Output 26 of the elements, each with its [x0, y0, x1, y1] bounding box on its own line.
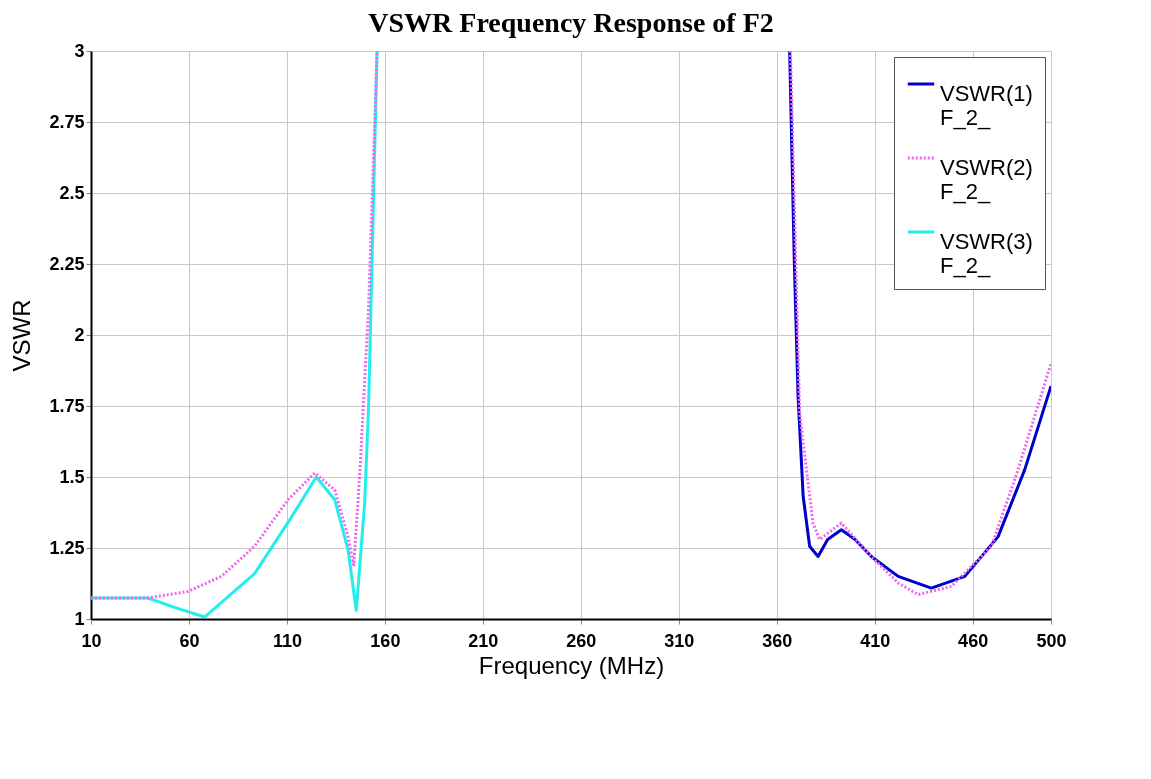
y-tick-label: 2.5	[59, 182, 85, 203]
y-axis-title: VSWR	[8, 299, 36, 372]
x-tick-label: 210	[468, 630, 499, 651]
x-axis-title: Frequency (MHz)	[478, 651, 665, 679]
y-tick-label: 3	[74, 40, 85, 61]
x-tick-label: 460	[958, 630, 989, 651]
x-tick-label: 310	[664, 630, 695, 651]
y-tick-label: 2.75	[49, 111, 85, 132]
y-tick-label: 1	[74, 608, 85, 629]
y-tick-label: 1.75	[49, 395, 85, 416]
x-tick-label: 10	[81, 630, 102, 651]
chart-title: VSWR Frequency Response of F2	[368, 7, 774, 38]
y-tick-label: 2	[74, 324, 85, 345]
x-tick-label: 60	[179, 630, 200, 651]
legend-label: VSWR(2) F_2_	[940, 155, 1033, 204]
y-tick-label: 2.25	[49, 253, 85, 274]
legend-label: VSWR(1) F_2_	[940, 81, 1033, 130]
x-tick-label: 110	[272, 630, 302, 651]
x-tick-label: 160	[370, 630, 401, 651]
x-tick-label: 360	[762, 630, 793, 651]
x-tick-label: 410	[860, 630, 891, 651]
legend-label: VSWR(3) F_2_	[940, 229, 1033, 278]
y-tick-label: 1.25	[49, 537, 85, 558]
y-tick-label: 1.5	[59, 466, 85, 487]
x-tick-label: 260	[566, 630, 597, 651]
x-tick-label: 500	[1036, 630, 1067, 651]
